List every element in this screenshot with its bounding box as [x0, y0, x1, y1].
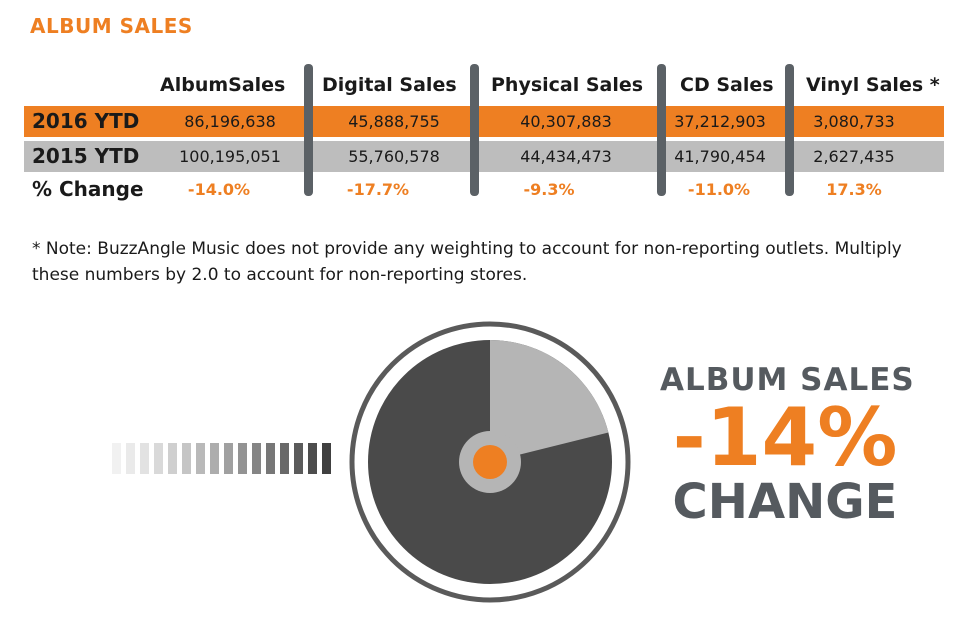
- cell-change-album: -14.0%: [187, 180, 251, 199]
- header-album-sales: AlbumSales: [160, 74, 286, 96]
- header-physical-sales: Physical Sales: [491, 74, 644, 96]
- cell-2015-album: 100,195,051: [179, 147, 281, 166]
- tick-mark: [252, 443, 261, 474]
- tick-mark: [308, 443, 317, 474]
- callout-percent: -14%: [672, 391, 898, 484]
- footnote: * Note: BuzzAngle Music does not provide…: [32, 239, 902, 285]
- row-label-2016: 2016 YTD: [32, 109, 140, 133]
- tick-mark: [210, 443, 219, 474]
- cell-2016-cd: 37,212,903: [674, 112, 766, 131]
- callout-line-1: ALBUM SALES: [660, 362, 915, 398]
- cell-change-vinyl: 17.3%: [826, 180, 882, 199]
- tick-mark: [322, 443, 331, 474]
- disc-wedge: [490, 340, 609, 462]
- cell-change-physical: -9.3%: [523, 180, 575, 199]
- tick-mark: [154, 443, 163, 474]
- cell-2016-album: 86,196,638: [184, 112, 276, 131]
- header-vinyl-sales: Vinyl Sales *: [806, 74, 940, 96]
- tick-mark: [294, 443, 303, 474]
- chart-title: ALBUM SALES: [30, 14, 193, 38]
- column-separator: [470, 64, 479, 196]
- tick-mark: [224, 443, 233, 474]
- header-cd-sales: CD Sales: [680, 74, 774, 96]
- tick-mark: [266, 443, 275, 474]
- tick-mark: [238, 443, 247, 474]
- row-label-change: % Change: [32, 177, 144, 201]
- header-digital-sales: Digital Sales: [322, 74, 457, 96]
- column-separator: [304, 64, 313, 196]
- cell-2016-digital: 45,888,755: [348, 112, 440, 131]
- cell-2016-physical: 40,307,883: [520, 112, 612, 131]
- cell-2016-vinyl: 3,080,733: [813, 112, 895, 131]
- tick-mark: [112, 443, 121, 474]
- column-separator: [785, 64, 794, 196]
- callout-line-3: CHANGE: [672, 474, 898, 530]
- cell-change-cd: -11.0%: [687, 180, 751, 199]
- column-separator: [657, 64, 666, 196]
- tick-mark: [196, 443, 205, 474]
- tick-mark: [182, 443, 191, 474]
- cell-2015-physical: 44,434,473: [520, 147, 612, 166]
- tick-mark: [168, 443, 177, 474]
- cell-2015-digital: 55,760,578: [348, 147, 440, 166]
- tick-mark: [140, 443, 149, 474]
- disc-hub-center: [473, 445, 507, 479]
- tick-mark: [126, 443, 135, 474]
- cell-change-digital: -17.7%: [346, 180, 410, 199]
- cell-2015-cd: 41,790,454: [674, 147, 766, 166]
- cell-2015-vinyl: 2,627,435: [813, 147, 895, 166]
- tick-mark: [280, 443, 289, 474]
- row-label-2015: 2015 YTD: [32, 144, 140, 168]
